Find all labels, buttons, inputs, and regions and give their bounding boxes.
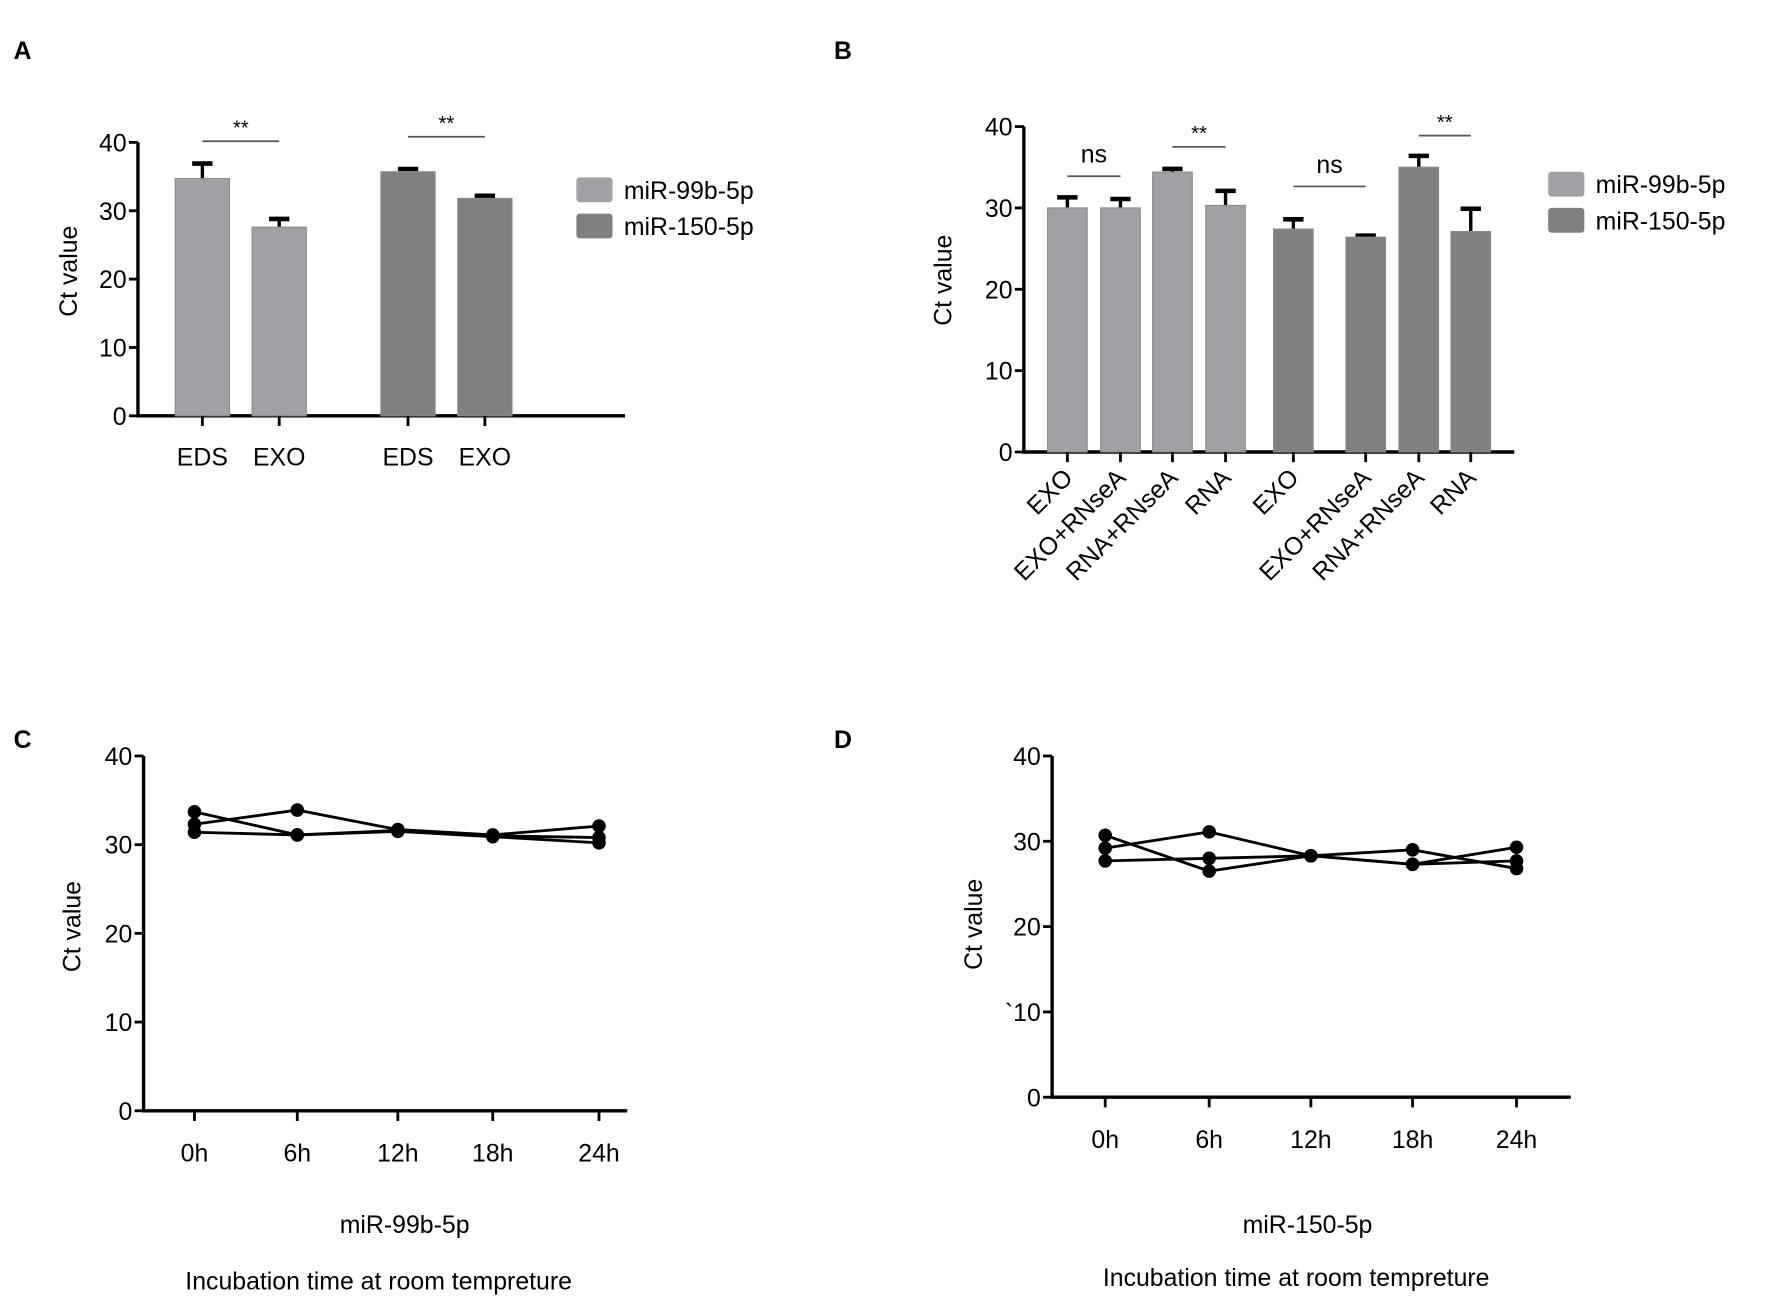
x-tick-label: EDS — [382, 445, 433, 472]
legend-label: miR-150-5p — [624, 214, 754, 241]
panel-c-chart: 0 10 20 30 40 Ct value 0h 6h 12h 18h 24h miR-99b-5p… — [59, 744, 628, 1295]
x-tick-label: 24h — [1496, 1127, 1537, 1154]
bar — [1398, 166, 1440, 453]
bar — [174, 178, 231, 417]
y-tick-label: 20 — [985, 277, 1013, 304]
y-tick-label: 40 — [1013, 744, 1041, 771]
x-tick-label: 12h — [377, 1141, 418, 1168]
x-tick-label: 6h — [283, 1141, 311, 1168]
y-tick-label: 10 — [105, 1010, 133, 1037]
data-point — [485, 829, 500, 844]
data-point — [1202, 864, 1216, 878]
data-point — [1098, 854, 1112, 868]
x-tick-label: EXO — [253, 445, 305, 472]
legend-label: miR-99b-5p — [624, 178, 754, 205]
legend-label: miR-150-5p — [1596, 208, 1726, 235]
y-tick-label: 0 — [999, 440, 1013, 467]
data-point — [1098, 841, 1112, 855]
data-point — [290, 828, 305, 842]
y-axis-label: Ct value — [59, 881, 86, 972]
y-tick-label: 40 — [105, 744, 133, 771]
y-tick-label: 0 — [1027, 1085, 1041, 1112]
y-axis-label: Ct value — [56, 226, 83, 317]
legend-swatch — [576, 177, 613, 203]
y-tick-label: 40 — [99, 130, 127, 157]
x-tick-label: EXO — [1248, 464, 1304, 520]
y-tick-label: 10 — [985, 359, 1013, 386]
panel-d-chart: 0 `10 20 30 40 Ct value 0h 6h 12h 18h 24h miR-150-5… — [961, 744, 1571, 1292]
y-tick-label: 20 — [99, 267, 127, 294]
data-point — [1304, 848, 1318, 863]
bar — [1152, 171, 1193, 453]
significance-label: ** — [233, 117, 249, 139]
y-tick-label: 40 — [985, 115, 1013, 142]
significance-label: ** — [1191, 123, 1207, 145]
y-axis-label: Ct value — [961, 879, 988, 970]
data-point — [1405, 843, 1420, 857]
data-point — [592, 819, 606, 833]
data-point — [1405, 857, 1420, 872]
y-tick-label: `10 — [1005, 1000, 1041, 1027]
y-tick-label: 0 — [118, 1099, 132, 1126]
x-tick-label: 18h — [472, 1141, 513, 1168]
y-tick-label: 0 — [113, 404, 127, 431]
data-point — [1202, 825, 1216, 839]
panel-label-d: D — [834, 727, 852, 754]
data-point — [592, 836, 606, 850]
y-tick-label: 20 — [105, 921, 133, 948]
y-tick-label: 20 — [1013, 915, 1041, 942]
bar — [1450, 230, 1492, 453]
x-axis-label: Incubation time at room tempreture — [1103, 1265, 1490, 1292]
bar — [1100, 207, 1141, 453]
data-point — [187, 805, 202, 819]
data-point — [290, 803, 305, 817]
data-point — [1202, 851, 1216, 866]
panel-label-c: C — [14, 727, 32, 754]
y-tick-label: 30 — [99, 199, 127, 226]
x-axis-label: Incubation time at room tempreture — [185, 1268, 572, 1295]
x-tick-label: 18h — [1392, 1127, 1433, 1154]
significance-label: ns — [1081, 142, 1107, 169]
data-point — [1509, 840, 1524, 855]
bar — [1205, 204, 1246, 453]
x-tick-label: 6h — [1195, 1127, 1223, 1154]
x-axis-subtitle: miR-99b-5p — [340, 1212, 470, 1239]
y-tick-label: 30 — [105, 833, 133, 860]
significance-label: ns — [1316, 152, 1342, 179]
data-point — [187, 825, 202, 840]
bar — [1345, 236, 1387, 453]
panel-label-a: A — [14, 38, 32, 65]
panel-a-chart: 0 10 20 30 40 Ct value EDS EXO EDS EXO ** ** miR-99b… — [56, 113, 754, 472]
data-point — [1509, 861, 1524, 876]
bar — [457, 197, 513, 417]
x-tick-label: EDS — [177, 445, 228, 472]
y-axis-label: Ct value — [931, 235, 958, 326]
x-tick-label: 12h — [1290, 1127, 1331, 1154]
y-tick-label: 30 — [985, 196, 1013, 223]
panel-label-b: B — [834, 38, 852, 65]
x-tick-label: EXO — [459, 445, 511, 472]
bar — [1273, 228, 1314, 453]
legend-swatch — [1548, 207, 1585, 233]
significance-label: ** — [1437, 112, 1453, 134]
legend-label: miR-99b-5p — [1596, 172, 1726, 199]
legend-swatch — [1548, 171, 1585, 197]
bar — [380, 171, 436, 417]
y-tick-label: 30 — [1013, 829, 1041, 856]
legend-swatch — [576, 213, 613, 239]
data-point — [1098, 828, 1112, 843]
x-tick-label: RNA — [1426, 464, 1482, 520]
bar — [1047, 207, 1088, 453]
x-tick-label: 0h — [181, 1141, 209, 1168]
x-tick-label: 0h — [1091, 1127, 1119, 1154]
x-tick-label: 24h — [578, 1141, 619, 1168]
bar — [251, 226, 307, 417]
y-tick-label: 10 — [99, 336, 127, 363]
significance-label: ** — [439, 113, 455, 135]
x-tick-label: RNA — [1180, 464, 1236, 520]
x-axis-subtitle: miR-150-5p — [1243, 1212, 1373, 1239]
data-point — [391, 824, 405, 839]
